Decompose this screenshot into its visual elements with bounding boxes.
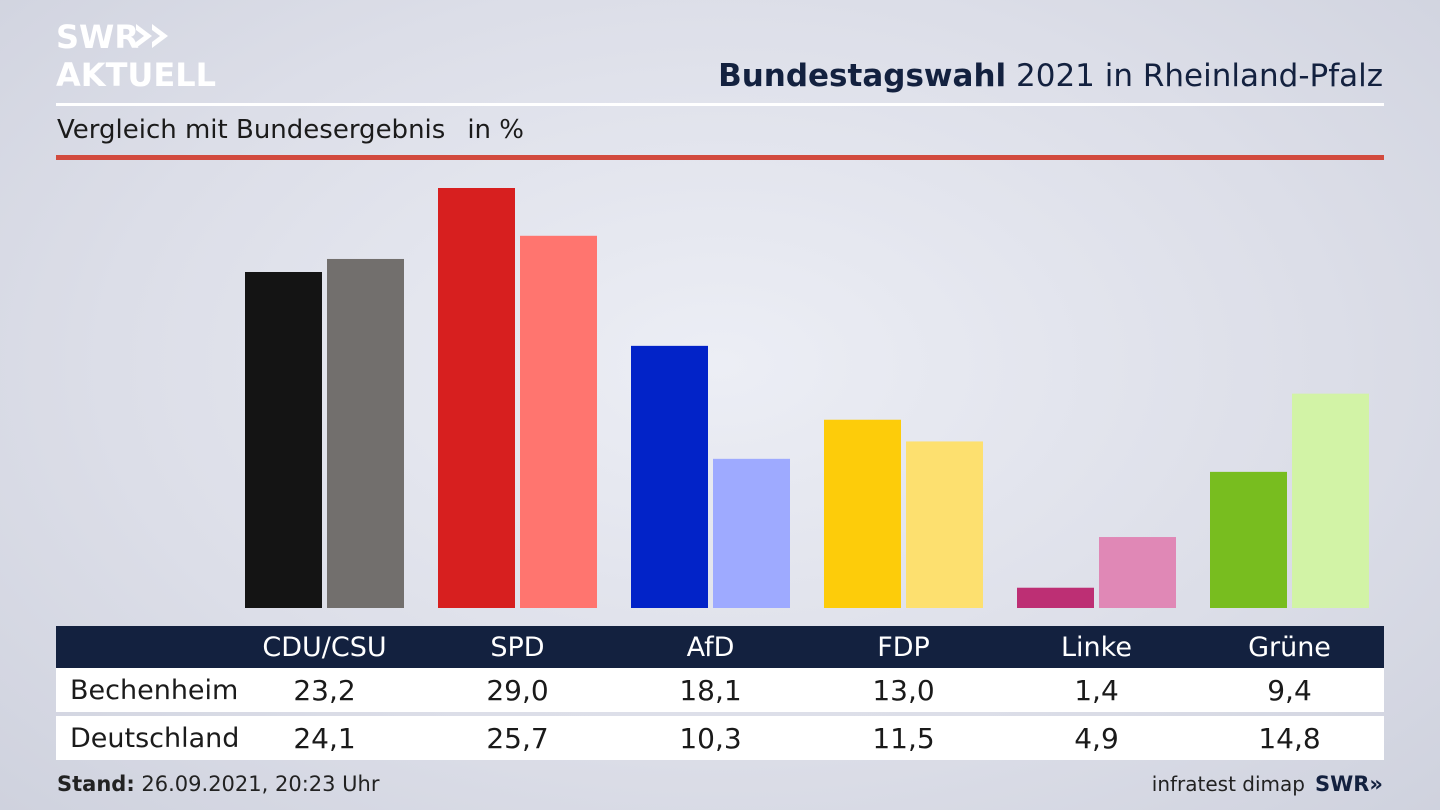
table-cell: 4,9 (1017, 716, 1177, 760)
bar-bechenheim-0 (245, 272, 322, 608)
row-label: Bechenheim (70, 668, 238, 712)
table-cell: 1,4 (1017, 668, 1177, 712)
column-header: SPD (438, 626, 598, 668)
column-header: AfD (631, 626, 791, 668)
table-cell: 10,3 (631, 716, 791, 760)
table-cell: 24,1 (245, 716, 405, 760)
table-cell: 11,5 (824, 716, 984, 760)
table-cell: 18,1 (631, 668, 791, 712)
bar-deutschland-0 (327, 259, 404, 608)
stand-label: Stand: (57, 772, 135, 796)
source-credit: infratest dimap SWR» (1152, 772, 1383, 796)
bar-bechenheim-1 (438, 188, 515, 608)
source-text: infratest dimap (1152, 772, 1305, 796)
table-row: Deutschland 24,1 25,7 10,3 11,5 4,9 14,8 (56, 716, 1384, 760)
table-cell: 29,0 (438, 668, 598, 712)
bar-deutschland-2 (713, 459, 790, 608)
timestamp: Stand: 26.09.2021, 20:23 Uhr (57, 772, 380, 796)
bar-deutschland-3 (906, 441, 983, 608)
row-label: Deutschland (70, 716, 239, 760)
column-header: Grüne (1210, 626, 1370, 668)
results-table: CDU/CSU SPD AfD FDP Linke Grüne Bechenheim 23… (56, 626, 1384, 760)
column-header: Linke (1017, 626, 1177, 668)
column-header: CDU/CSU (245, 626, 405, 668)
bar-deutschland-4 (1099, 537, 1176, 608)
bar-bechenheim-4 (1017, 588, 1094, 608)
column-header: FDP (824, 626, 984, 668)
bar-bechenheim-2 (631, 346, 708, 608)
table-cell: 9,4 (1210, 668, 1370, 712)
stand-value: 26.09.2021, 20:23 Uhr (135, 772, 380, 796)
table-cell: 13,0 (824, 668, 984, 712)
table-header-row: CDU/CSU SPD AfD FDP Linke Grüne (56, 626, 1384, 668)
table-cell: 23,2 (245, 668, 405, 712)
swr-brand: SWR» (1315, 772, 1383, 796)
bar-bechenheim-3 (824, 420, 901, 608)
bar-deutschland-5 (1292, 394, 1369, 608)
table-cell: 14,8 (1210, 716, 1370, 760)
bar-bechenheim-5 (1210, 472, 1287, 608)
bar-deutschland-1 (520, 236, 597, 608)
table-cell: 25,7 (438, 716, 598, 760)
table-row: Bechenheim 23,2 29,0 18,1 13,0 1,4 9,4 (56, 668, 1384, 712)
